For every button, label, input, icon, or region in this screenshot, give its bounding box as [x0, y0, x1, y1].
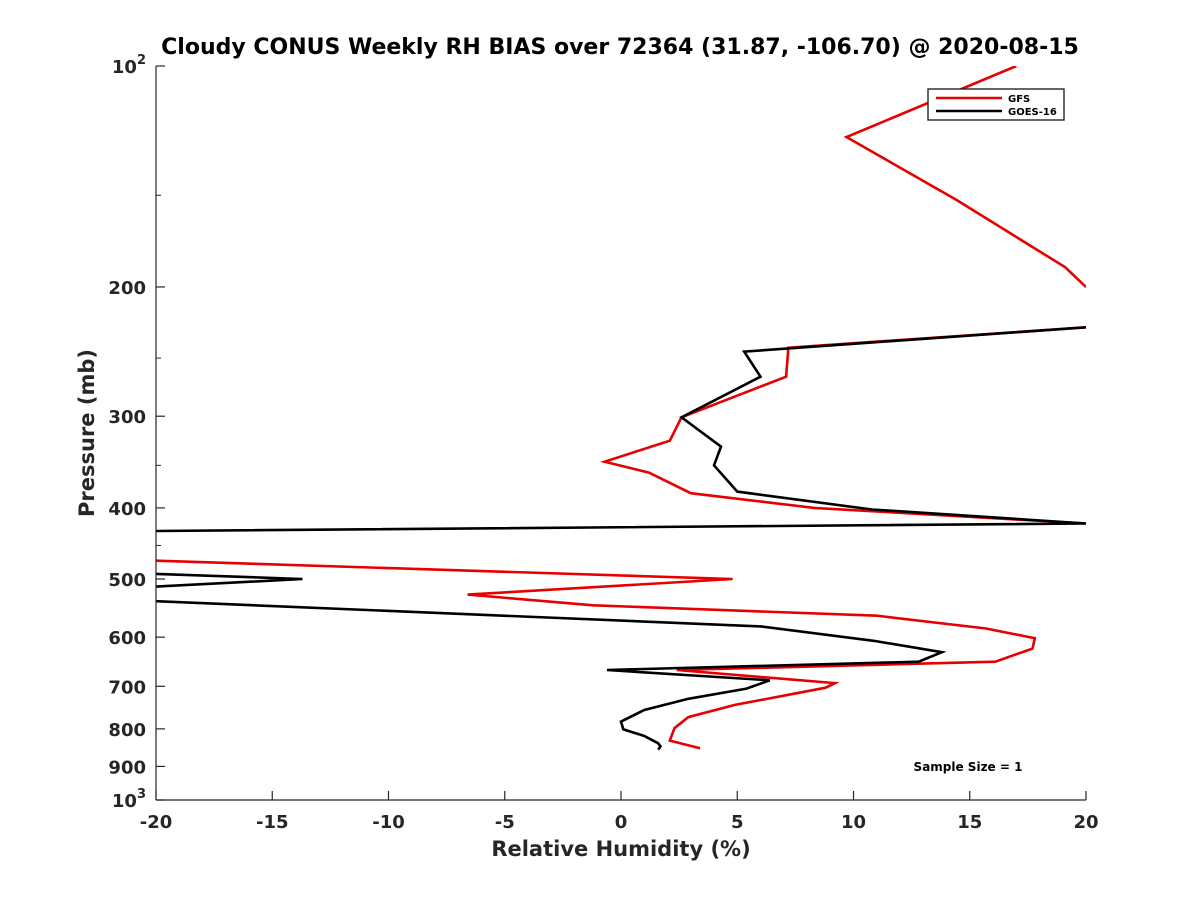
chart-title: Cloudy CONUS Weekly RH BIAS over 72364 (…	[161, 35, 1079, 60]
x-tick-label: -10	[372, 812, 405, 833]
legend-box	[927, 88, 1065, 121]
x-tick-label: 20	[1073, 812, 1098, 833]
y-axis-label: Pressure (mb)	[75, 349, 99, 517]
sample-size-annotation: Sample Size = 1	[914, 760, 1023, 774]
x-tick-label: -20	[140, 812, 173, 833]
x-tick-label: 15	[957, 812, 982, 833]
x-tick-label: 0	[615, 812, 628, 833]
y-tick-label: 400	[108, 499, 146, 520]
plot-area	[156, 66, 1086, 751]
series-group	[156, 66, 1086, 751]
y-tick-label: 800	[108, 720, 146, 741]
legend: GFS GOES-16	[927, 88, 1065, 121]
x-tick-label: -15	[256, 812, 289, 833]
y-tick-label: 103	[112, 787, 146, 812]
y-tick-label: 200	[108, 278, 146, 299]
legend-label-gfs: GFS	[1008, 94, 1030, 105]
x-axis-label: Relative Humidity (%)	[491, 837, 750, 861]
series-line-gfs	[156, 66, 1086, 750]
y-tick-label: 300	[108, 407, 146, 428]
y-tick-label: 700	[108, 677, 146, 698]
y-tick-label: 500	[108, 570, 146, 591]
x-tick-label: 10	[841, 812, 866, 833]
y-tick-label: 600	[108, 628, 146, 649]
y-tick-label: 102	[112, 53, 146, 78]
legend-label-goes-16: GOES-16	[1008, 107, 1057, 118]
axes: -20 -15 -10 -5 0 5 10 15 20 102 200 300 400 500 600 700…	[108, 53, 1098, 833]
x-tick-label: -5	[495, 812, 515, 833]
y-tick-label: 900	[108, 757, 146, 778]
x-tick-label: 5	[731, 812, 744, 833]
series-line-goes-16	[156, 326, 1086, 751]
